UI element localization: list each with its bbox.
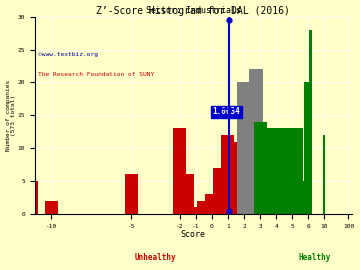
Bar: [278, 129, 291, 214]
Bar: [173, 129, 186, 214]
Bar: [45, 201, 58, 214]
Bar: [249, 69, 262, 214]
Bar: [299, 181, 310, 214]
Bar: [242, 96, 255, 214]
Bar: [197, 201, 210, 214]
Bar: [238, 82, 251, 214]
Bar: [286, 174, 299, 214]
Text: The Research Foundation of SUNY: The Research Foundation of SUNY: [38, 72, 154, 77]
Bar: [290, 129, 303, 214]
Text: Unhealthy: Unhealthy: [135, 253, 176, 262]
Bar: [205, 194, 218, 214]
Bar: [32, 181, 38, 214]
Bar: [246, 89, 258, 214]
Bar: [257, 155, 271, 214]
Bar: [309, 30, 312, 214]
Text: Healthy: Healthy: [298, 253, 330, 262]
Y-axis label: Number of companies
(573 total): Number of companies (573 total): [5, 80, 16, 151]
Bar: [229, 141, 242, 214]
X-axis label: Score: Score: [181, 230, 206, 239]
Bar: [323, 135, 325, 214]
Bar: [213, 168, 226, 214]
Bar: [181, 174, 194, 214]
Bar: [189, 207, 202, 214]
Text: Sector: Industrials: Sector: Industrials: [146, 6, 241, 15]
Bar: [125, 174, 138, 214]
Bar: [266, 129, 279, 214]
Text: ©www.textbiz.org: ©www.textbiz.org: [38, 52, 98, 57]
Bar: [221, 135, 234, 214]
Bar: [253, 122, 266, 214]
Bar: [270, 174, 283, 214]
Bar: [294, 181, 307, 214]
Bar: [282, 181, 295, 214]
Bar: [304, 82, 312, 214]
Bar: [262, 155, 275, 214]
Bar: [274, 168, 287, 214]
Text: 1.0634: 1.0634: [213, 107, 240, 116]
Title: Z’-Score Histogram for DAL (2016): Z’-Score Histogram for DAL (2016): [96, 6, 290, 16]
